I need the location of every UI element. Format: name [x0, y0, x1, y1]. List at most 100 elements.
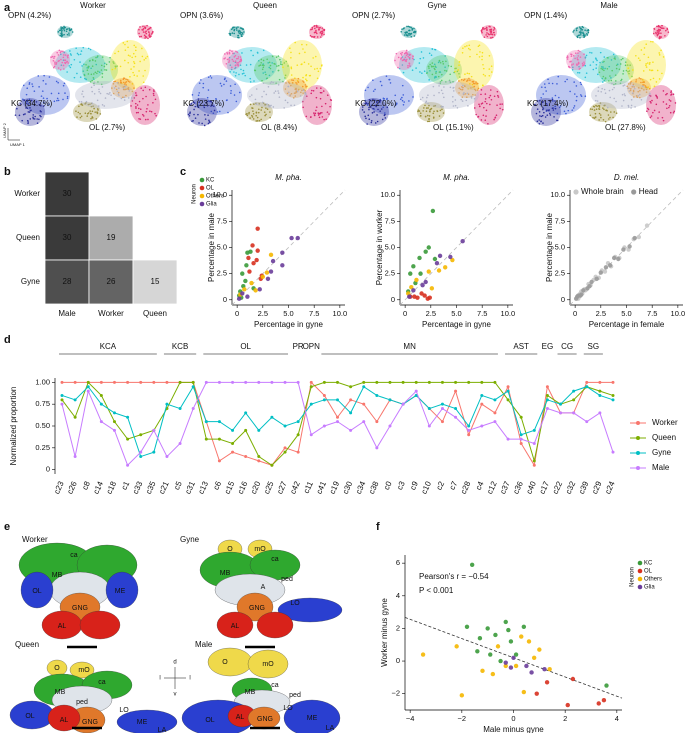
umap-cell [584, 29, 586, 32]
umap-cell [229, 64, 232, 66]
data-point [73, 455, 77, 459]
region-label: ped [76, 699, 88, 706]
data-point [506, 627, 511, 633]
umap-cell [264, 71, 266, 73]
umap-cell [630, 99, 633, 101]
umap-cell [649, 92, 651, 95]
umap-cell [379, 80, 382, 83]
umap-cell [546, 114, 549, 116]
umap-cell [36, 118, 38, 120]
umap-cell [488, 96, 491, 99]
umap-cell [133, 62, 136, 65]
umap-cell [26, 99, 29, 101]
umap-cell [473, 97, 476, 100]
umap-cell [122, 88, 125, 91]
umap-cell [305, 78, 307, 80]
data-point [513, 652, 519, 657]
umap-cell [428, 104, 430, 107]
umap-cell [545, 90, 547, 92]
region-label: ped [281, 576, 293, 583]
umap-cell [411, 27, 414, 30]
umap-cell [264, 114, 266, 117]
umap-cell [311, 28, 313, 31]
umap-cell [125, 94, 127, 97]
data-point [519, 441, 523, 445]
umap-cell [496, 90, 499, 93]
umap-cell [91, 117, 94, 119]
umap-cell [99, 92, 102, 95]
umap-cell [466, 92, 469, 95]
y-axis-label: Normalized proportion [9, 387, 18, 466]
umap-cell [594, 112, 597, 115]
umap-cell [84, 112, 87, 115]
umap-cell [483, 28, 485, 30]
umap-cell [552, 109, 555, 111]
umap-cell [470, 87, 472, 89]
umap-cell [476, 82, 479, 85]
umap-cell [38, 103, 41, 106]
umap-cell [64, 61, 66, 64]
umap-cell [601, 68, 604, 71]
region-label: AL [60, 717, 69, 724]
data-point [217, 459, 221, 463]
data-point [283, 446, 287, 450]
umap-cell [367, 114, 370, 117]
umap-cell [582, 32, 585, 35]
umap-cell [434, 65, 437, 67]
umap-cell [95, 56, 97, 59]
umap-cell [628, 72, 630, 75]
data-point [432, 256, 438, 262]
umap-cell [314, 27, 316, 30]
umap-cell [210, 77, 213, 79]
umap-cell [476, 53, 478, 56]
umap-cell [124, 59, 126, 62]
umap-cell [653, 109, 656, 112]
umap-cell [374, 99, 376, 102]
umap-cell [315, 87, 318, 89]
umap-cell [570, 53, 573, 56]
data-point [242, 287, 247, 292]
umap-cell [262, 59, 265, 62]
umap-cell [482, 114, 485, 117]
brain-region [20, 571, 54, 609]
umap-cell [302, 106, 304, 109]
data-point [437, 253, 443, 259]
y-tick-label: 7.5 [217, 216, 227, 225]
umap-cell [316, 36, 319, 38]
data-point [244, 455, 248, 459]
umap-cell [571, 64, 573, 66]
umap-cell [621, 57, 624, 60]
cell-label: 19 [107, 233, 116, 242]
umap-cell [252, 113, 255, 115]
umap-cell [58, 29, 61, 32]
umap-cell [90, 73, 93, 76]
umap-cell [296, 64, 299, 66]
umap-cell [92, 77, 95, 79]
umap-cell [267, 62, 269, 64]
data-point [519, 634, 524, 639]
umap-cell [104, 97, 107, 99]
region-label: ca [271, 682, 279, 689]
umap-cell [225, 63, 228, 65]
umap-cell [194, 105, 197, 108]
umap-cell [48, 76, 51, 78]
umap-cell [271, 55, 274, 58]
data-point [503, 619, 508, 625]
data-point [574, 294, 580, 299]
column-label: Male [58, 309, 76, 318]
umap-cell [260, 58, 263, 61]
umap-cell [138, 117, 140, 120]
umap-cell [22, 98, 24, 101]
umap-cell [224, 57, 227, 59]
umap-cell [145, 95, 147, 98]
group-label: EG [542, 342, 554, 351]
y-tick-label: 0.75 [35, 399, 50, 408]
umap-cell [233, 32, 236, 35]
umap-cell [306, 79, 308, 82]
umap-cell [662, 27, 665, 30]
data-point [430, 208, 436, 214]
umap-cell [104, 69, 106, 71]
umap-cell [29, 118, 32, 120]
umap-cell [571, 68, 574, 71]
umap-cell [556, 83, 558, 85]
